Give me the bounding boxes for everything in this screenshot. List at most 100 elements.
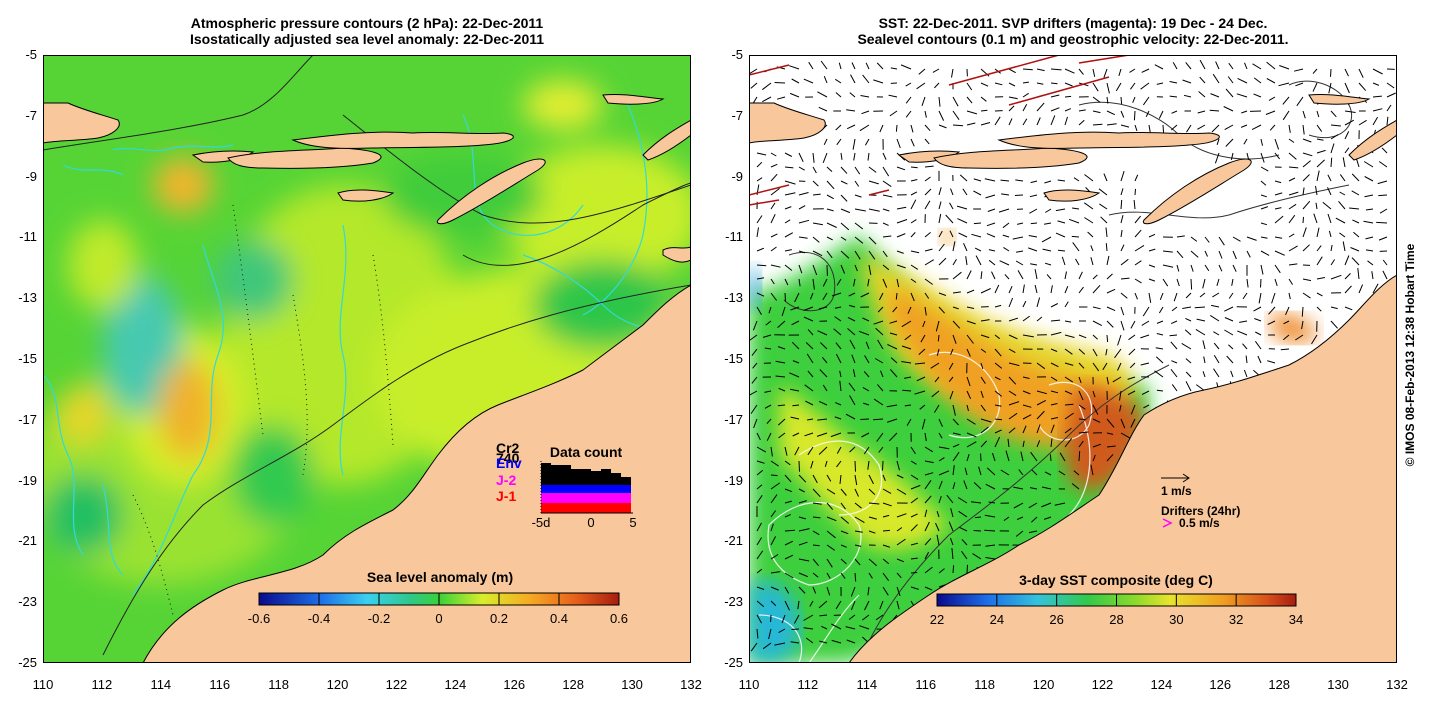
- velocity-arrow: [1185, 381, 1192, 392]
- sst-colorbar: 3-day SST composite (deg C) 22 24 26 28 30 32…: [930, 572, 1303, 627]
- velocity-arrow: [1012, 236, 1024, 240]
- wetar-island: [602, 94, 665, 105]
- velocity-arrow: [904, 376, 912, 379]
- velocity-arrow: [854, 516, 865, 524]
- velocity-arrow: [1134, 124, 1138, 132]
- velocity-arrow: [1140, 82, 1150, 90]
- velocity-arrow: [812, 166, 817, 174]
- velocity-arrow: [1266, 78, 1276, 84]
- velocity-arrow: [1171, 110, 1178, 114]
- velocity-arrow: [781, 306, 786, 317]
- velocity-arrow: [1044, 180, 1052, 184]
- data-count-bar: [581, 485, 591, 495]
- velocity-arrow: [1364, 194, 1374, 198]
- right-map-lat-tick: -21: [724, 533, 743, 549]
- velocity-arrow: [873, 320, 884, 325]
- velocity-arrow: [1008, 348, 1016, 354]
- velocity-arrow: [980, 288, 991, 294]
- velocity-arrow: [818, 446, 828, 455]
- velocity-arrow: [879, 600, 884, 610]
- velocity-arrow: [1078, 440, 1084, 448]
- velocity-arrow: [1224, 317, 1234, 322]
- velocity-arrow: [874, 358, 884, 364]
- velocity-arrow: [861, 432, 870, 438]
- velocity-arrow: [900, 64, 912, 70]
- velocity-arrow: [924, 232, 931, 238]
- velocity-arrow: [924, 495, 932, 504]
- pressure-contours: [43, 55, 691, 656]
- velocity-arrow: [1028, 530, 1038, 534]
- velocity-arrow: [895, 124, 898, 132]
- velocity-arrow: [1260, 180, 1267, 186]
- velocity-arrow: [798, 586, 806, 594]
- velocity-arrow: [1199, 76, 1206, 84]
- velocity-arrow: [817, 91, 828, 98]
- velocity-arrow: [986, 233, 996, 238]
- velocity-arrow: [1090, 257, 1094, 266]
- velocity-arrow: [1112, 376, 1122, 383]
- velocity-arrow: [777, 418, 786, 426]
- velocity-arrow: [924, 551, 930, 560]
- data-count-bar: [601, 469, 611, 485]
- velocity-arrow: [756, 600, 765, 608]
- velocity-arrow: [1078, 362, 1085, 369]
- velocity-arrow: [1148, 292, 1152, 303]
- velocity-arrow: [1064, 334, 1075, 338]
- velocity-arrow: [807, 446, 814, 456]
- velocity-arrow: [1302, 160, 1311, 168]
- velocity-arrow: [994, 334, 1001, 340]
- velocity-arrow: [868, 530, 876, 534]
- velocity-arrow: [932, 68, 940, 73]
- velocity-arrow: [1218, 264, 1223, 272]
- velocity-arrow: [1274, 236, 1283, 239]
- velocity-arrow: [770, 233, 778, 238]
- velocity-arrow: [1258, 292, 1262, 304]
- velocity-arrow: [831, 292, 842, 297]
- velocity-arrow: [1090, 464, 1094, 476]
- velocity-arrow: [833, 328, 842, 336]
- velocity-arrow: [1231, 278, 1234, 286]
- velocity-arrow: [840, 222, 850, 231]
- velocity-arrow: [882, 152, 887, 160]
- velocity-arrow: [994, 362, 1003, 369]
- velocity-arrow: [952, 443, 960, 448]
- sst-colorbar-tick-label: 30: [1169, 612, 1183, 627]
- velocity-arrow: [882, 208, 890, 212]
- velocity-arrow: [882, 180, 892, 188]
- velocity-arrow: [1005, 450, 1010, 462]
- velocity-arrow: [1084, 202, 1094, 210]
- velocity-arrow: [952, 306, 959, 310]
- velocity-arrow: [1061, 256, 1066, 266]
- velocity-arrow: [836, 278, 842, 286]
- velocity-arrow: [984, 529, 996, 532]
- velocity-arrow: [1186, 124, 1192, 133]
- velocity-arrow: [1282, 334, 1290, 341]
- velocity-arrow: [952, 320, 961, 329]
- velocity-arrow: [936, 348, 940, 356]
- velocity-arrow: [895, 292, 898, 300]
- velocity-arrow: [877, 339, 884, 350]
- left-title-line1: Atmospheric pressure contours (2 hPa): 2…: [190, 15, 544, 31]
- velocity-arrow: [1381, 147, 1388, 154]
- velocity-arrow: [822, 278, 828, 287]
- velocity-arrow: [816, 432, 828, 437]
- velocity-arrow: [810, 460, 814, 469]
- velocity-arrow: [1030, 263, 1038, 266]
- velocity-arrow: [994, 429, 1002, 434]
- velocity-arrow: [1260, 264, 1264, 275]
- velocity-arrow: [826, 502, 834, 510]
- velocity-arrow: [1190, 250, 1199, 258]
- velocity-arrow: [1078, 390, 1084, 401]
- velocity-arrow: [1119, 404, 1122, 412]
- velocity-arrow: [835, 342, 842, 350]
- velocity-arrow: [921, 96, 926, 106]
- velocity-arrow: [849, 92, 856, 98]
- velocity-arrow: [910, 219, 917, 224]
- velocity-arrow: [1196, 318, 1206, 322]
- velocity-arrow: [1328, 230, 1332, 238]
- velocity-arrow: [791, 320, 800, 326]
- velocity-arrow: [1301, 306, 1304, 317]
- velocity-arrow: [1036, 68, 1045, 72]
- velocity-arrow: [764, 347, 772, 350]
- velocity-arrow: [919, 404, 926, 410]
